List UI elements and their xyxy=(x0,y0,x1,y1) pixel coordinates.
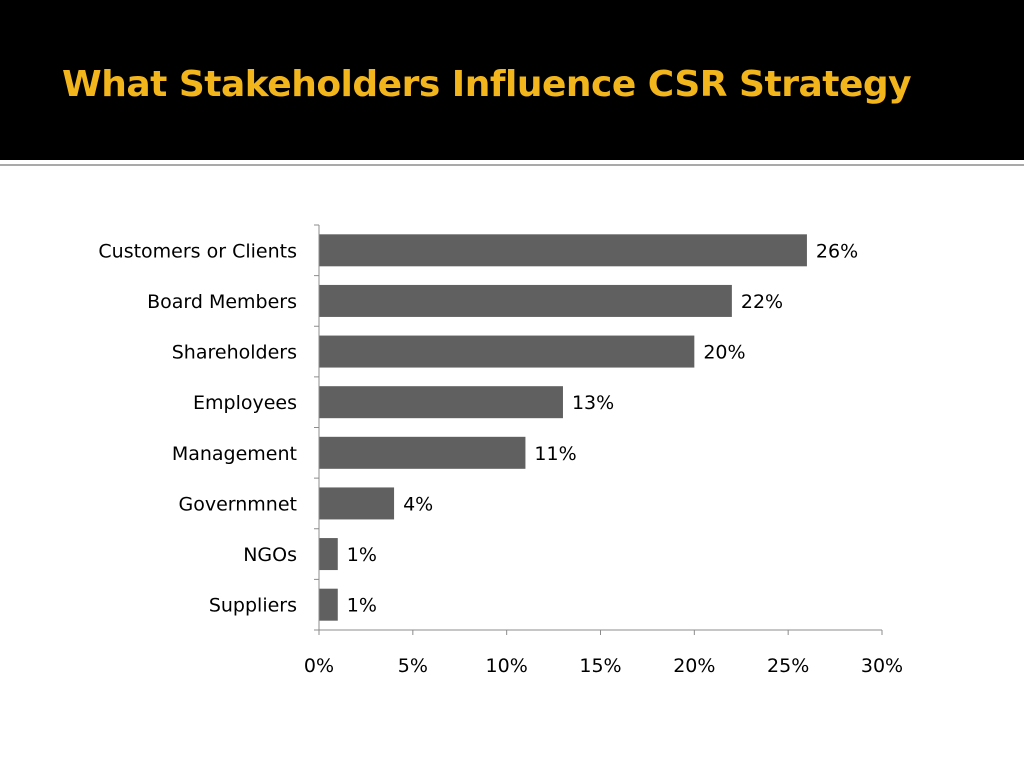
bar-ngos xyxy=(319,538,338,571)
bar-management xyxy=(319,436,526,469)
value-label-employees: 13% xyxy=(572,392,614,414)
title-bar: What Stakeholders Influence CSR Strategy xyxy=(0,0,1024,160)
x-tick-label-5: 5% xyxy=(398,655,428,677)
bar-governmnet xyxy=(319,487,395,520)
title-divider xyxy=(0,164,1024,166)
x-tick-label-30: 30% xyxy=(861,655,903,677)
value-label-ngos: 1% xyxy=(347,544,377,566)
x-tick-label-15: 15% xyxy=(579,655,621,677)
category-label-management: Management xyxy=(172,443,297,465)
bar-shareholders xyxy=(319,335,695,368)
x-tick-label-10: 10% xyxy=(486,655,528,677)
category-label-suppliers: Suppliers xyxy=(209,595,297,617)
bar-suppliers xyxy=(319,588,338,621)
category-label-employees: Employees xyxy=(193,392,297,414)
labels-layer: Customers or Clients 26% Board Members 22% S… xyxy=(98,240,903,677)
x-tick-label-20: 20% xyxy=(673,655,715,677)
bar-board-members xyxy=(319,284,732,317)
x-tick-label-0: 0% xyxy=(304,655,334,677)
value-label-governmnet: 4% xyxy=(403,493,433,515)
bar-customers-or-clients xyxy=(319,234,807,267)
value-label-shareholders: 20% xyxy=(703,342,745,364)
bars-layer xyxy=(319,234,807,621)
x-tick-label-25: 25% xyxy=(767,655,809,677)
category-label-ngos: NGOs xyxy=(243,544,297,566)
category-label-governmnet: Governmnet xyxy=(179,493,298,515)
value-label-board-members: 22% xyxy=(741,291,783,313)
slide-title: What Stakeholders Influence CSR Strategy xyxy=(62,64,912,105)
category-label-customers-or-clients: Customers or Clients xyxy=(98,240,297,262)
value-label-suppliers: 1% xyxy=(347,595,377,617)
value-label-customers-or-clients: 26% xyxy=(816,240,858,262)
title-divider-gap xyxy=(0,160,1024,163)
category-label-shareholders: Shareholders xyxy=(172,342,297,364)
value-label-management: 11% xyxy=(534,443,576,465)
bar-employees xyxy=(319,386,563,419)
category-label-board-members: Board Members xyxy=(147,291,297,313)
axis-layer xyxy=(314,224,883,635)
